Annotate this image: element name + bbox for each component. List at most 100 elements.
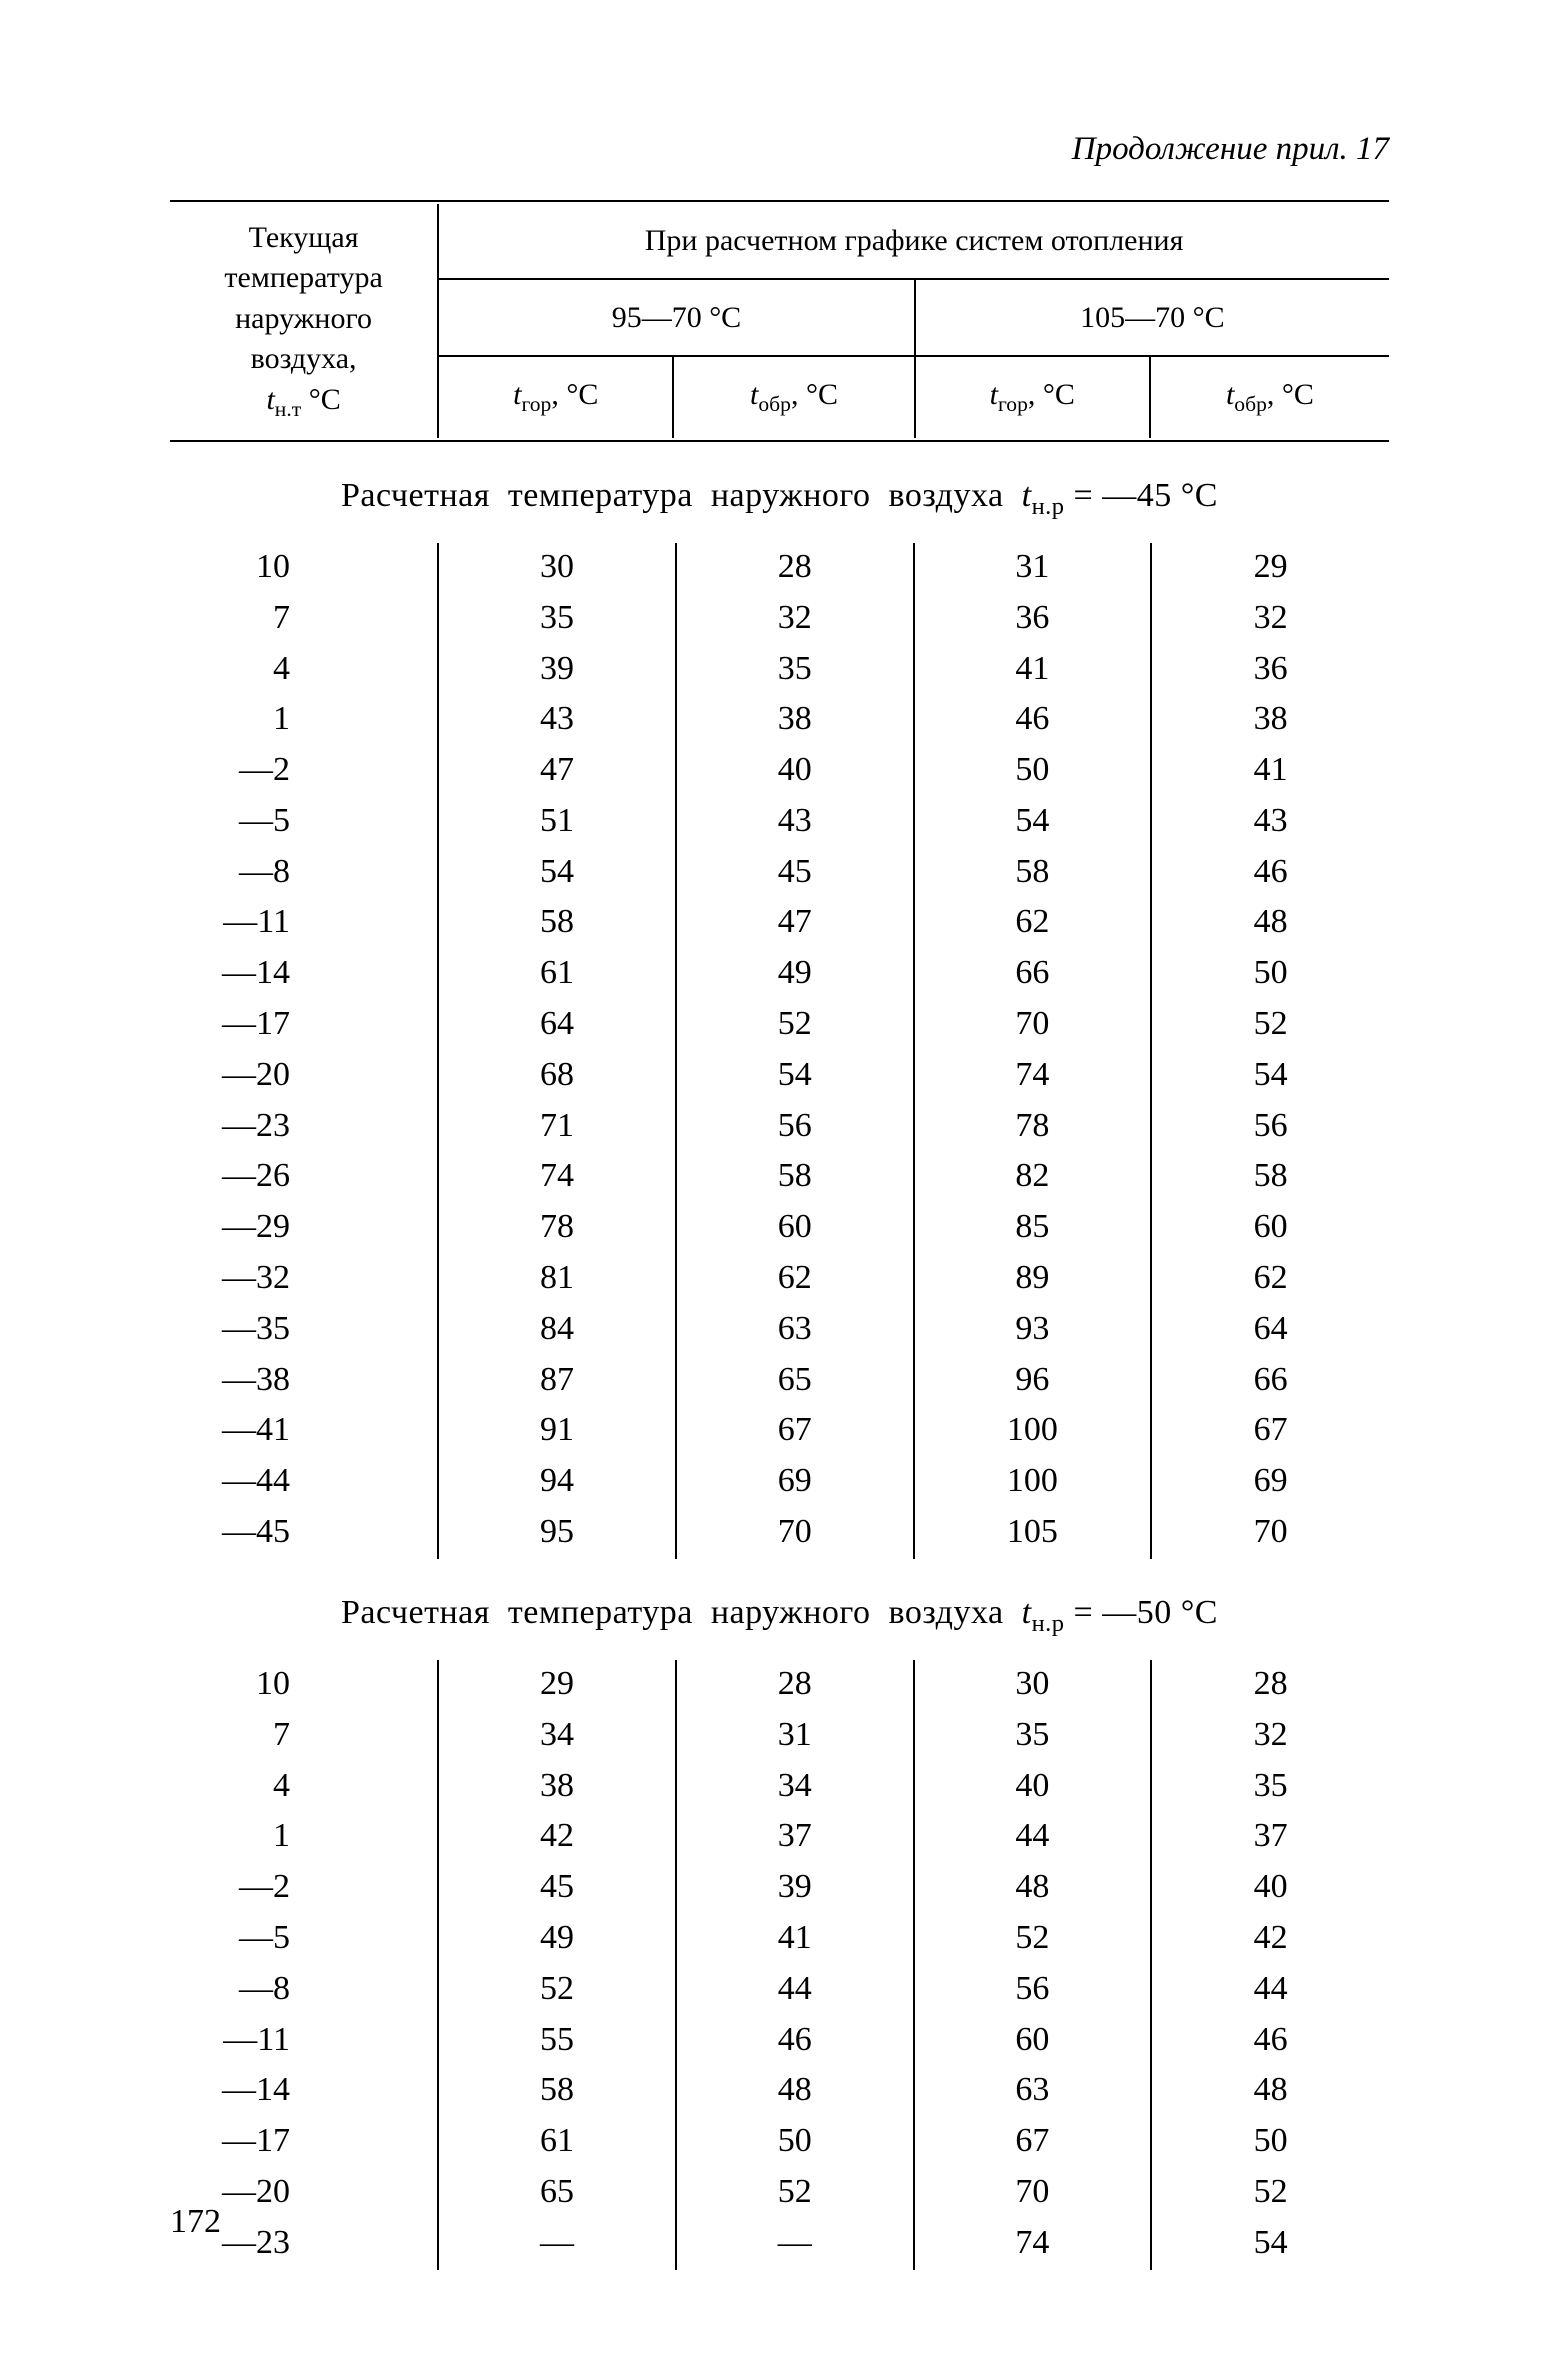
- table-cell: 74: [914, 1051, 1152, 1102]
- table-cell: 29: [438, 1660, 676, 1711]
- table-cell: —20: [170, 1051, 438, 1102]
- continuation-label: Продолжение прил. 17: [170, 130, 1389, 170]
- header-super: При расчетном графике систем отопления: [438, 204, 1389, 280]
- table-cell: —44: [170, 1457, 438, 1508]
- table-cell: 50: [1151, 949, 1389, 1000]
- table-row: —2674588258: [170, 1152, 1389, 1203]
- table-row: —1461496650: [170, 949, 1389, 1000]
- table-cell: 40: [676, 746, 914, 797]
- table-cell: 69: [1151, 1457, 1389, 1508]
- table-row: 1030283129: [170, 543, 1389, 594]
- table-cell: 51: [438, 797, 676, 848]
- table-cell: 48: [1151, 2066, 1389, 2117]
- table-cell: 43: [676, 797, 914, 848]
- table-cell: 65: [676, 1356, 914, 1407]
- table-cell: 1: [170, 1812, 438, 1863]
- table-cell: 63: [676, 1305, 914, 1356]
- table-cell: 54: [914, 797, 1152, 848]
- table-cell: 46: [1151, 848, 1389, 899]
- table-cell: 55: [438, 2016, 676, 2067]
- rule-top: [170, 200, 1389, 202]
- header-rowlabel-text: Текущаятемпературанаружноговоздуха,tн.т …: [224, 221, 382, 416]
- table-row: 439354136: [170, 645, 1389, 696]
- table-cell: 58: [914, 848, 1152, 899]
- table-cell: 37: [676, 1812, 914, 1863]
- table-cell: 58: [438, 898, 676, 949]
- table-cell: 35: [914, 1711, 1152, 1762]
- table-cell: 37: [1151, 1812, 1389, 1863]
- table-row: —41916710067: [170, 1406, 1389, 1457]
- table-cell: —11: [170, 2016, 438, 2067]
- table-cell: 89: [914, 1254, 1152, 1305]
- table-row: —1764527052: [170, 1000, 1389, 1051]
- data-table: 1030283129735323632439354136143384638—24…: [170, 543, 1389, 1559]
- table-cell: 49: [676, 949, 914, 1000]
- table-cell: —2: [170, 746, 438, 797]
- table-cell: 36: [1151, 645, 1389, 696]
- table-cell: 85: [914, 1203, 1152, 1254]
- table-cell: 52: [914, 1914, 1152, 1965]
- header-table: Текущаятемпературанаружноговоздуха,tн.т …: [170, 204, 1389, 438]
- table-cell: 87: [438, 1356, 676, 1407]
- table-cell: 78: [914, 1102, 1152, 1153]
- table-row: —1458486348: [170, 2066, 1389, 2117]
- table-cell: 93: [914, 1305, 1152, 1356]
- table-row: —1155466046: [170, 2016, 1389, 2067]
- table-row: —3887659666: [170, 1356, 1389, 1407]
- table-cell: 47: [676, 898, 914, 949]
- table-cell: 41: [1151, 746, 1389, 797]
- table-cell: 61: [438, 2117, 676, 2168]
- table-cell: 66: [1151, 1356, 1389, 1407]
- table-cell: 78: [438, 1203, 676, 1254]
- table-cell: 74: [438, 1152, 676, 1203]
- table-cell: —8: [170, 848, 438, 899]
- table-row: —1761506750: [170, 2117, 1389, 2168]
- table-cell: 4: [170, 645, 438, 696]
- table-cell: 38: [676, 695, 914, 746]
- table-cell: 100: [914, 1406, 1152, 1457]
- table-cell: 65: [438, 2168, 676, 2219]
- table-cell: —35: [170, 1305, 438, 1356]
- table-cell: 54: [1151, 1051, 1389, 1102]
- header-col4: tгор, °C: [915, 356, 1150, 437]
- table-cell: 60: [914, 2016, 1152, 2067]
- table-cell: —14: [170, 2066, 438, 2117]
- table-cell: 50: [676, 2117, 914, 2168]
- table-cell: 69: [676, 1457, 914, 1508]
- table-cell: 31: [676, 1711, 914, 1762]
- header-col5: tобр, °C: [1150, 356, 1389, 437]
- table-cell: —45: [170, 1508, 438, 1559]
- table-cell: —38: [170, 1356, 438, 1407]
- table-cell: 39: [438, 645, 676, 696]
- header-col3: tобр, °C: [673, 356, 914, 437]
- table-cell: 64: [438, 1000, 676, 1051]
- table-cell: 34: [676, 1762, 914, 1813]
- page-number: 172: [170, 2202, 221, 2243]
- table-cell: 62: [914, 898, 1152, 949]
- table-cell: 47: [438, 746, 676, 797]
- table-cell: 42: [438, 1812, 676, 1863]
- table-row: —3584639364: [170, 1305, 1389, 1356]
- sections-container: Расчетная температура наружного воздуха …: [170, 476, 1389, 2270]
- table-cell: —32: [170, 1254, 438, 1305]
- table-cell: 34: [438, 1711, 676, 1762]
- table-row: —854455846: [170, 848, 1389, 899]
- table-cell: 48: [676, 2066, 914, 2117]
- table-cell: —41: [170, 1406, 438, 1457]
- table-cell: 46: [914, 695, 1152, 746]
- table-cell: 67: [914, 2117, 1152, 2168]
- table-cell: 95: [438, 1508, 676, 1559]
- table-cell: 28: [676, 543, 914, 594]
- table-cell: 35: [676, 645, 914, 696]
- table-cell: 70: [676, 1508, 914, 1559]
- table-cell: 30: [914, 1660, 1152, 1711]
- table-cell: 41: [914, 645, 1152, 696]
- rule-bottom: [170, 440, 1389, 442]
- table-row: —2978608560: [170, 1203, 1389, 1254]
- section-title: Расчетная температура наружного воздуха …: [170, 476, 1389, 521]
- table-cell: 44: [914, 1812, 1152, 1863]
- header-group1: 95—70 °C: [438, 279, 915, 356]
- table-row: —2371567856: [170, 1102, 1389, 1153]
- table-cell: 52: [676, 1000, 914, 1051]
- table-cell: 82: [914, 1152, 1152, 1203]
